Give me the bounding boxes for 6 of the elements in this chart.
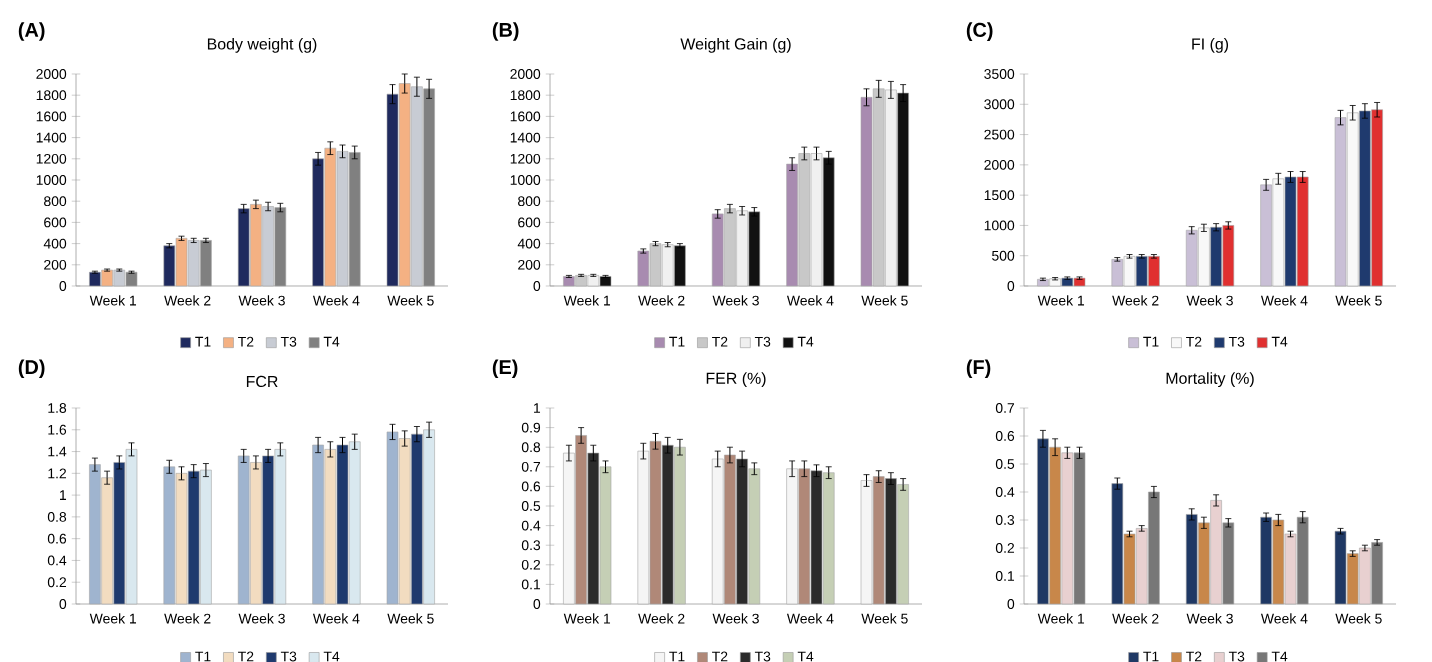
text: (C) — [966, 22, 993, 41]
text: (F) — [966, 359, 991, 379]
text: (D) — [18, 359, 45, 379]
text: (E) — [492, 359, 518, 379]
text: (B) — [492, 22, 519, 41]
text: (A) — [18, 22, 45, 41]
